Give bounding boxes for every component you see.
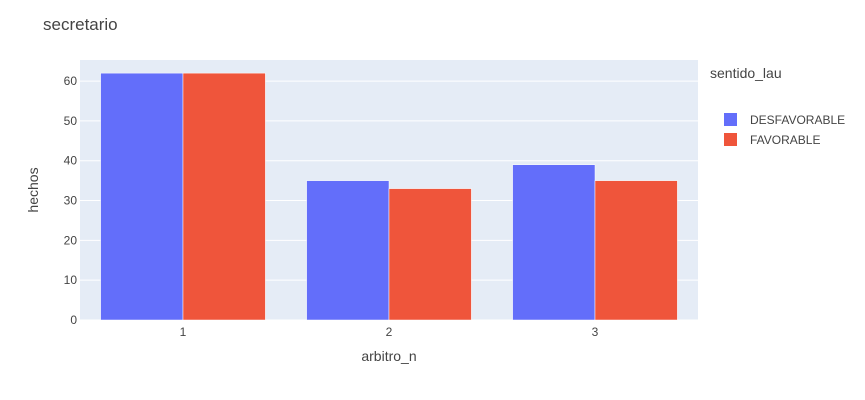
legend-title: sentido_lau (710, 65, 782, 81)
y-tick-label: 50 (64, 114, 78, 128)
x-tick-label: 3 (592, 325, 599, 339)
bar-desfavorable-3[interactable] (512, 164, 596, 321)
y-tick-label: 20 (64, 233, 78, 247)
bars[interactable] (100, 72, 678, 321)
y-tick-label: 30 (64, 194, 78, 208)
y-tick-label: 0 (70, 313, 77, 327)
x-axis-title: arbitro_n (361, 348, 416, 364)
bar-favorable-3[interactable] (594, 180, 678, 321)
bar-favorable-2[interactable] (388, 188, 472, 321)
x-axis-ticks: 1 2 3 (180, 325, 599, 339)
y-axis-title: hechos (25, 167, 41, 212)
legend-swatch[interactable] (724, 113, 737, 126)
legend-item-label[interactable]: FAVORABLE (750, 133, 820, 147)
x-tick-label: 1 (180, 325, 187, 339)
y-tick-label: 10 (64, 273, 78, 287)
legend[interactable]: sentido_lau DESFAVORABLE FAVORABLE (710, 65, 845, 147)
bar-desfavorable-2[interactable] (306, 180, 390, 321)
legend-item-label[interactable]: DESFAVORABLE (750, 113, 845, 127)
chart-title: secretario (43, 15, 118, 34)
legend-swatch[interactable] (724, 133, 737, 146)
y-tick-label: 40 (64, 154, 78, 168)
y-tick-label: 60 (64, 74, 78, 88)
x-tick-label: 2 (386, 325, 393, 339)
y-axis-ticks: 0 10 20 30 40 50 60 (64, 74, 78, 327)
bar-desfavorable-1[interactable] (100, 72, 184, 321)
bar-favorable-1[interactable] (182, 72, 266, 321)
